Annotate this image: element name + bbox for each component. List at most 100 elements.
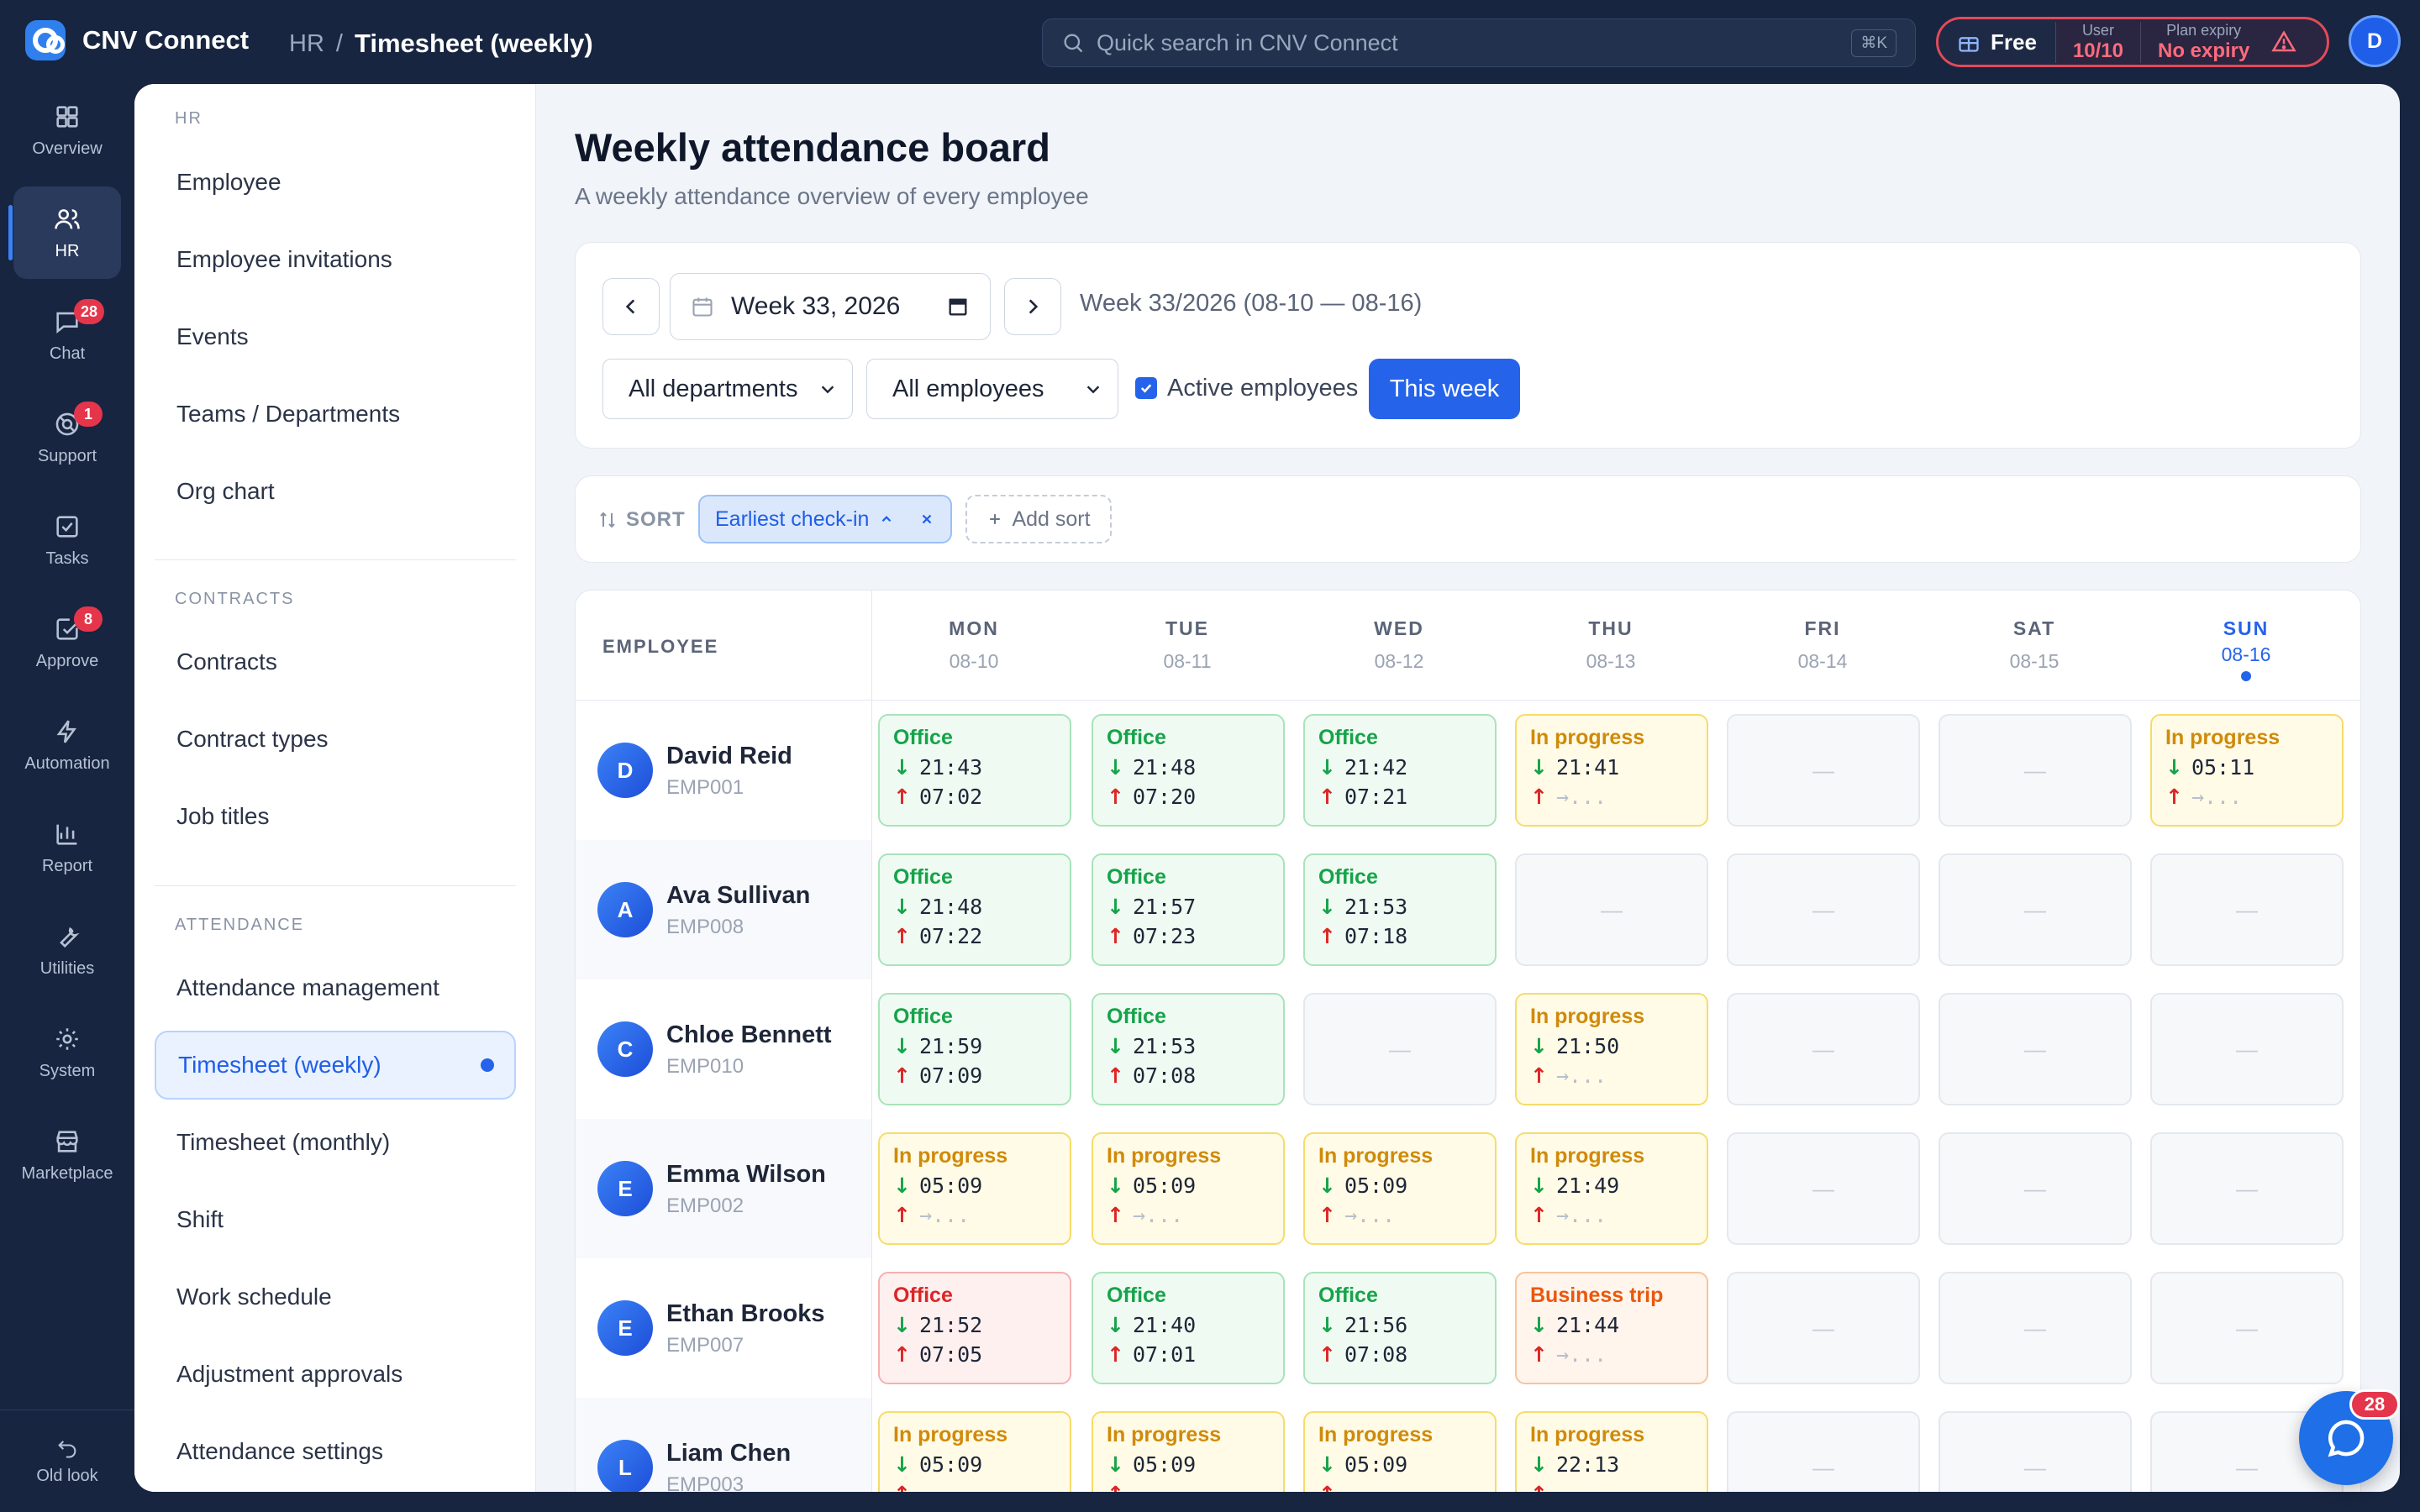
attendance-cell[interactable]: Office ↓ 21:48 ↑ 07:20 <box>1092 714 1285 827</box>
rail-item-marketplace[interactable]: Marketplace <box>13 1109 121 1201</box>
attendance-cell-empty[interactable]: — <box>1727 1132 1920 1245</box>
rail-item-tasks[interactable]: Tasks <box>13 494 121 586</box>
attendance-cell-empty[interactable]: — <box>2150 993 2344 1105</box>
app-logo[interactable] <box>25 20 66 60</box>
attendance-cell-empty[interactable]: — <box>1727 993 1920 1105</box>
rail-item-utilities[interactable]: Utilities <box>13 904 121 996</box>
attendance-cell-empty[interactable]: — <box>1939 1272 2132 1384</box>
nav-employee[interactable]: Employee <box>176 169 281 195</box>
attendance-cell-empty[interactable]: — <box>1939 1411 2132 1492</box>
attendance-cell-empty[interactable]: — <box>1727 714 1920 827</box>
nav-adjustment-approvals[interactable]: Adjustment approvals <box>176 1361 403 1387</box>
attendance-cell[interactable]: Office ↓ 21:56 ↑ 07:08 <box>1303 1272 1497 1384</box>
attendance-cell-empty[interactable]: — <box>1939 993 2132 1105</box>
nav-teams-departments[interactable]: Teams / Departments <box>176 401 401 427</box>
employee-row[interactable]: E Emma Wilson EMP002 <box>576 1119 871 1258</box>
nav-contract-types[interactable]: Contract types <box>176 726 329 752</box>
rail-item-support[interactable]: Support 1 <box>13 391 121 484</box>
next-week-button[interactable] <box>1004 278 1061 335</box>
nav-org-chart[interactable]: Org chart <box>176 478 275 504</box>
rail-item-overview[interactable]: Overview <box>13 84 121 176</box>
attendance-cell[interactable]: In progress ↓ 05:09 ↑ →... <box>878 1132 1071 1245</box>
close-icon[interactable] <box>919 512 934 527</box>
attendance-cell-empty[interactable]: — <box>1939 1132 2132 1245</box>
active-employees-label[interactable]: Active employees <box>1167 375 1359 402</box>
sort-chip-earliest-checkin[interactable]: Earliest check-in <box>698 495 952 543</box>
attendance-cell-empty[interactable]: — <box>1727 1411 1920 1492</box>
attendance-cell[interactable]: Office ↓ 21:57 ↑ 07:23 <box>1092 853 1285 966</box>
add-sort-button[interactable]: Add sort <box>965 495 1112 543</box>
nav-employee-invitations[interactable]: Employee invitations <box>176 246 392 272</box>
attendance-cell[interactable]: Office ↓ 21:53 ↑ 07:08 <box>1092 993 1285 1105</box>
attendance-cell[interactable]: In progress ↓ 21:49 ↑ →... <box>1515 1132 1708 1245</box>
employee-name[interactable]: Liam Chen <box>666 1440 792 1467</box>
attendance-cell[interactable]: Office ↓ 21:42 ↑ 07:21 <box>1303 714 1497 827</box>
nav-timesheet-weekly[interactable]: Timesheet (weekly) <box>155 1031 516 1100</box>
user-avatar[interactable]: D <box>2349 15 2401 67</box>
attendance-cell[interactable]: In progress ↓ 05:11 ↑ →... <box>2150 714 2344 827</box>
employee-select[interactable]: All employees <box>866 359 1118 419</box>
rail-item-chat[interactable]: Chat 28 <box>13 289 121 381</box>
nav-attendance-settings[interactable]: Attendance settings <box>176 1438 383 1464</box>
employee-row[interactable]: L Liam Chen EMP003 <box>576 1398 871 1492</box>
employee-row[interactable]: A Ava Sullivan EMP008 <box>576 840 871 979</box>
nav-attendance-management[interactable]: Attendance management <box>176 974 439 1000</box>
employee-name[interactable]: Ethan Brooks <box>666 1300 825 1327</box>
attendance-cell[interactable]: In progress ↓ 05:09 ↑ →... <box>1303 1411 1497 1492</box>
attendance-cell[interactable]: Business trip ↓ 21:44 ↑ →... <box>1515 1272 1708 1384</box>
rail-item-approve[interactable]: Approve 8 <box>13 596 121 689</box>
nav-events[interactable]: Events <box>176 323 249 349</box>
employee-name[interactable]: Chloe Bennett <box>666 1021 832 1048</box>
search-bar[interactable]: Quick search in CNV Connect ⌘K <box>1042 18 1916 67</box>
employee-name[interactable]: David Reid <box>666 743 792 769</box>
attendance-cell-empty[interactable]: — <box>2150 1132 2344 1245</box>
rail-item-report[interactable]: Report <box>13 801 121 894</box>
week-picker[interactable]: Week 33, 2026 <box>670 273 991 340</box>
nav-shift[interactable]: Shift <box>176 1206 224 1232</box>
breadcrumb-parent[interactable]: HR <box>289 29 324 57</box>
nav-job-titles[interactable]: Job titles <box>176 803 270 829</box>
attendance-cell-empty[interactable]: — <box>1727 1272 1920 1384</box>
employee-row[interactable]: C Chloe Bennett EMP010 <box>576 979 871 1119</box>
nav-timesheet-monthly[interactable]: Timesheet (monthly) <box>176 1129 391 1155</box>
attendance-cell[interactable]: Office ↓ 21:53 ↑ 07:18 <box>1303 853 1497 966</box>
attendance-cell-empty[interactable]: — <box>1727 853 1920 966</box>
employee-name[interactable]: Emma Wilson <box>666 1161 826 1188</box>
prev-week-button[interactable] <box>602 278 660 335</box>
nav-work-schedule[interactable]: Work schedule <box>176 1284 332 1310</box>
active-employees-checkbox[interactable] <box>1135 377 1157 399</box>
attendance-cell[interactable]: In progress ↓ 22:13 ↑ →... <box>1515 1411 1708 1492</box>
employee-row[interactable]: D David Reid EMP001 <box>576 701 871 840</box>
attendance-cell[interactable]: In progress ↓ 21:41 ↑ →... <box>1515 714 1708 827</box>
attendance-cell[interactable]: In progress ↓ 05:09 ↑ →... <box>1303 1132 1497 1245</box>
employee-row[interactable]: E Ethan Brooks EMP007 <box>576 1258 871 1398</box>
department-select[interactable]: All departments <box>602 359 853 419</box>
attendance-cell[interactable]: In progress ↓ 05:09 ↑ →... <box>1092 1132 1285 1245</box>
empty-mark: — <box>2236 1175 2258 1201</box>
attendance-cell-empty[interactable]: — <box>1515 853 1708 966</box>
employee-name[interactable]: Ava Sullivan <box>666 882 811 909</box>
attendance-cell-empty[interactable]: — <box>1303 993 1497 1105</box>
attendance-cell-empty[interactable]: — <box>2150 1272 2344 1384</box>
attendance-cell[interactable]: Office ↓ 21:40 ↑ 07:01 <box>1092 1272 1285 1384</box>
attendance-cell[interactable]: Office ↓ 21:59 ↑ 07:09 <box>878 993 1071 1105</box>
this-week-button[interactable]: This week <box>1369 359 1520 419</box>
attendance-cell[interactable]: In progress ↓ 21:50 ↑ →... <box>1515 993 1708 1105</box>
calendar-picker-icon[interactable] <box>946 295 970 318</box>
nav-contracts[interactable]: Contracts <box>176 648 277 675</box>
attendance-cell-empty[interactable]: — <box>2150 853 2344 966</box>
attendance-cell[interactable]: Office ↓ 21:52 ↑ 07:05 <box>878 1272 1071 1384</box>
rail-item-automation[interactable]: Automation <box>13 699 121 791</box>
attendance-cell[interactable]: Office ↓ 21:48 ↑ 07:22 <box>878 853 1071 966</box>
attendance-cell[interactable]: Office ↓ 21:43 ↑ 07:02 <box>878 714 1071 827</box>
chevron-up-icon[interactable] <box>879 512 894 527</box>
attendance-cell-empty[interactable]: — <box>1939 853 2132 966</box>
attendance-cell[interactable]: In progress ↓ 05:09 ↑ →... <box>1092 1411 1285 1492</box>
rail-item-system[interactable]: System <box>13 1006 121 1099</box>
old-look-button[interactable]: Old look <box>0 1410 134 1512</box>
attendance-cell[interactable]: In progress ↓ 05:09 ↑ →... <box>878 1411 1071 1492</box>
plan-widget[interactable]: Free User 10/10 Plan expiry No expiry <box>1936 17 2329 67</box>
rail-item-hr[interactable]: HR <box>8 186 121 279</box>
check-in-time: 21:57 <box>1132 895 1197 919</box>
attendance-cell-empty[interactable]: — <box>1939 714 2132 827</box>
